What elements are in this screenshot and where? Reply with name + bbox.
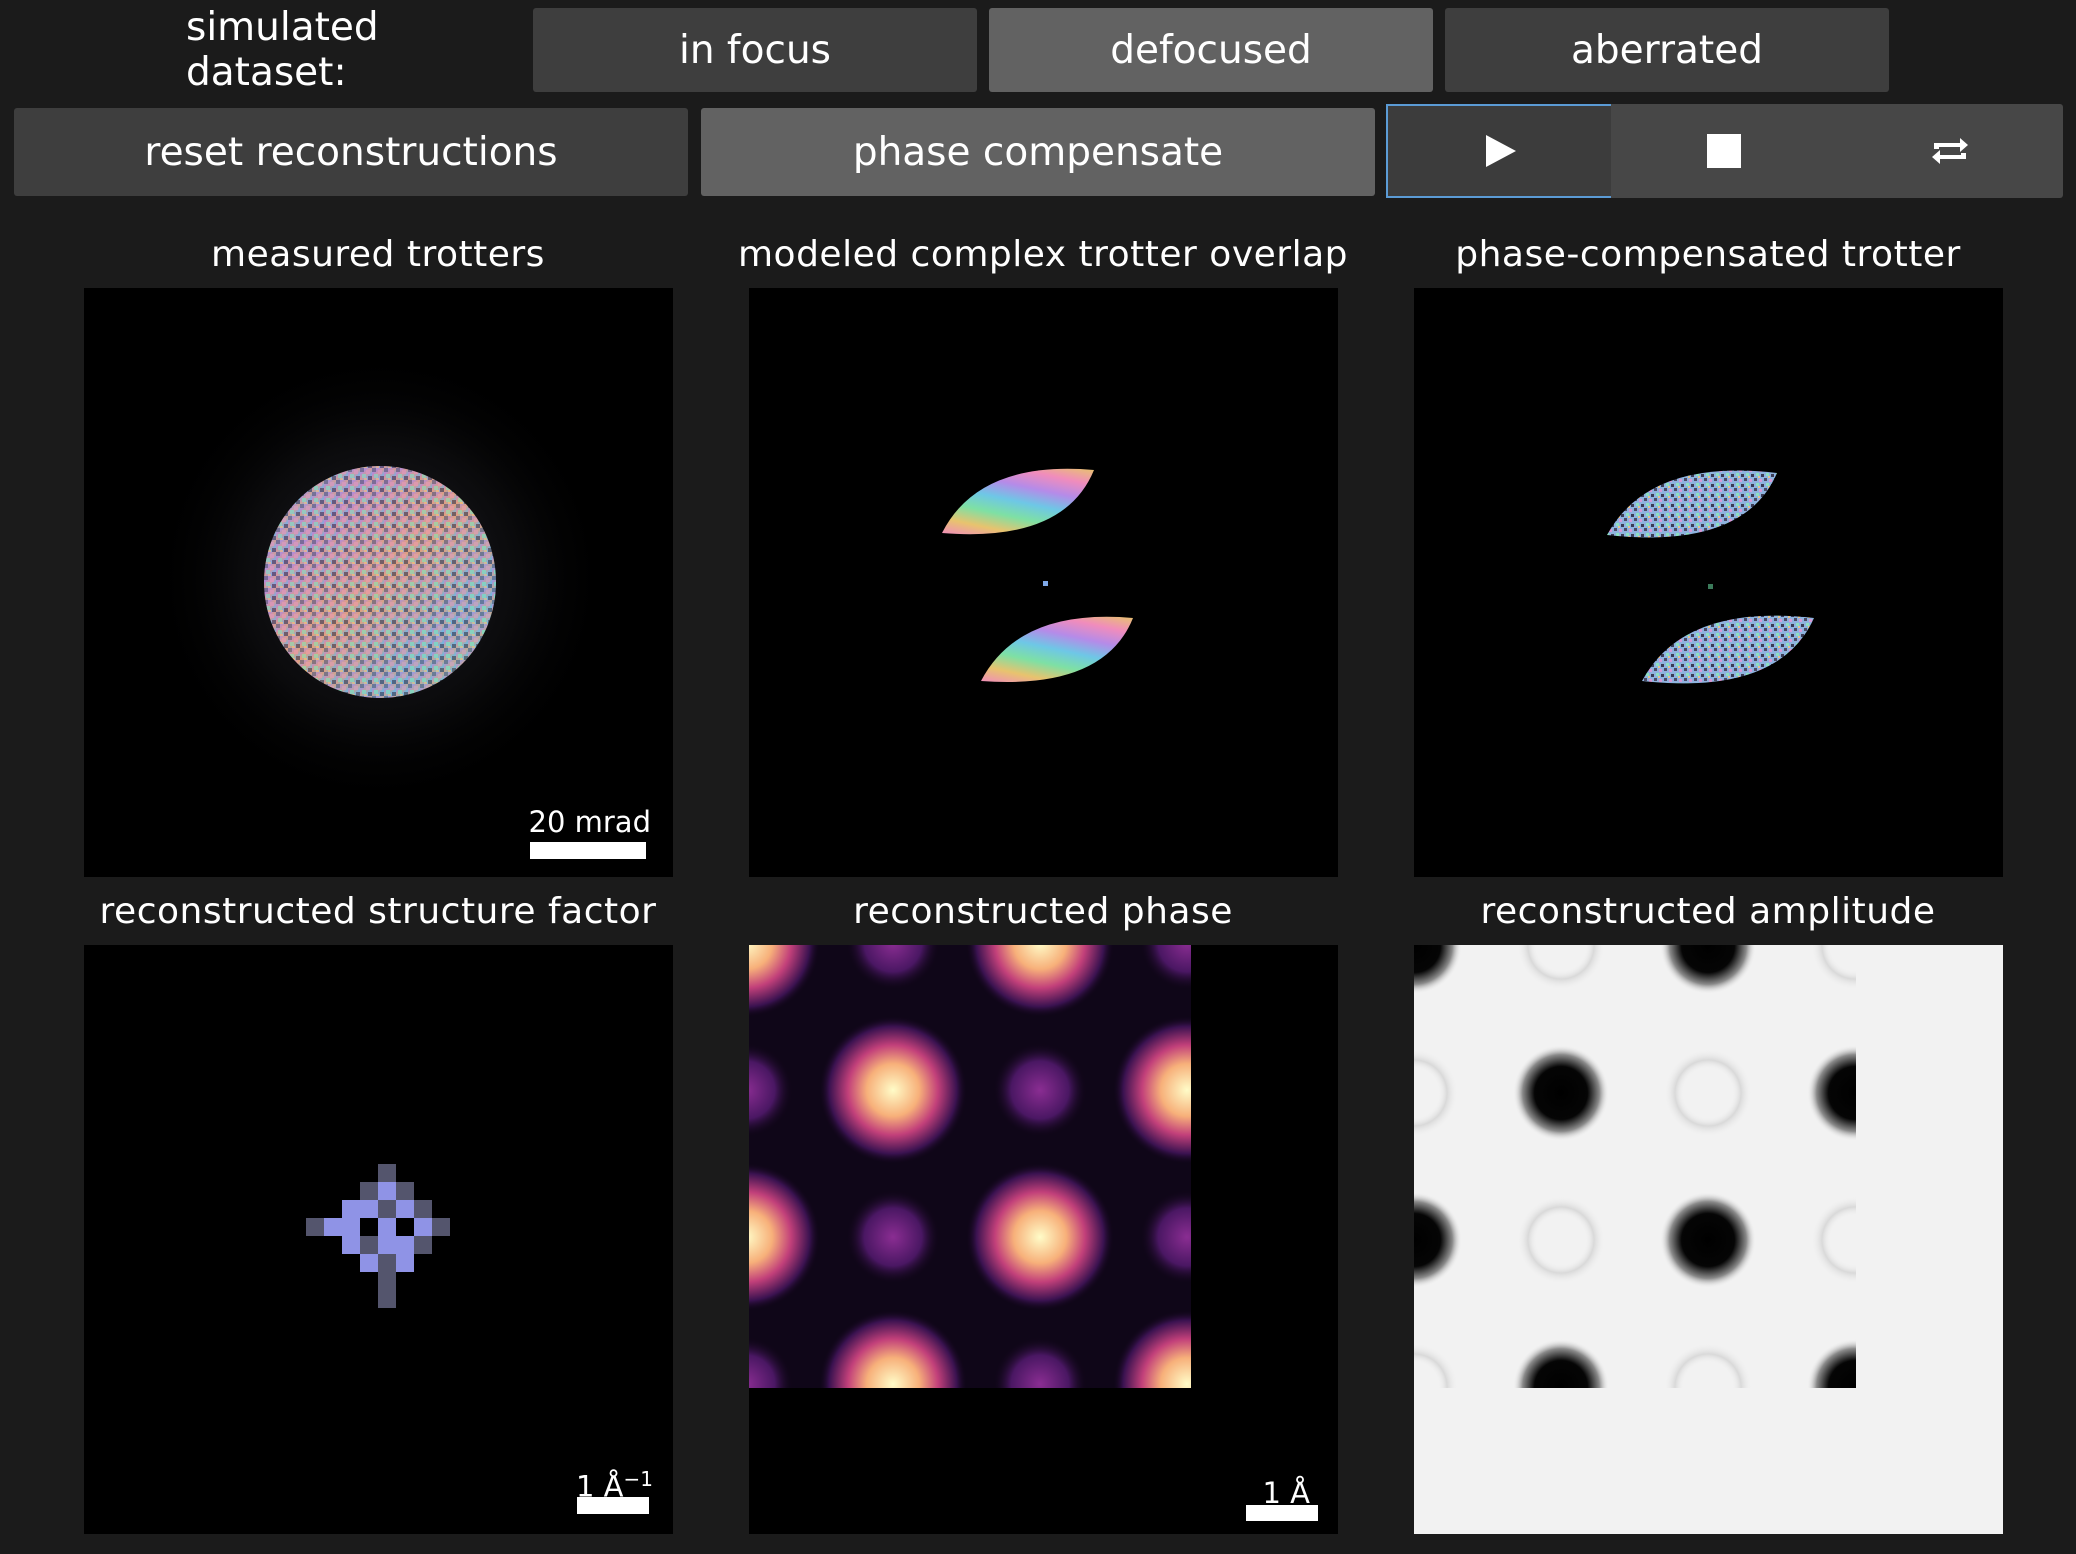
stop-button[interactable]	[1611, 104, 1837, 198]
loop-button[interactable]	[1837, 104, 2063, 198]
scale-bar	[530, 842, 646, 859]
aberrated-button[interactable]: aberrated	[1445, 8, 1889, 92]
measured-trotters-title: measured trotters	[28, 234, 728, 275]
reset-reconstructions-button[interactable]: reset reconstructions	[14, 108, 688, 196]
scale-bar-label: 1 Å	[1262, 1476, 1310, 1510]
stop-icon	[1707, 134, 1741, 168]
modeled-overlap-title: modeled complex trotter overlap	[693, 234, 1393, 275]
amplitude-title: reconstructed amplitude	[1358, 891, 2058, 932]
playback-controls	[1386, 104, 2063, 198]
modeled-overlap-image	[749, 288, 1338, 877]
phase-title: reconstructed phase	[693, 891, 1393, 932]
structure-factor-image: 1 Å−1	[84, 945, 673, 1534]
phase-image: 1 Å	[749, 945, 1338, 1534]
structure-factor-title: reconstructed structure factor	[28, 891, 728, 932]
play-icon	[1482, 133, 1518, 169]
amplitude-image	[1414, 945, 2003, 1534]
play-button[interactable]	[1386, 104, 1611, 198]
compensated-trotter-title: phase-compensated trotter	[1358, 234, 2058, 275]
loop-icon	[1928, 135, 1972, 167]
dataset-label: simulated dataset:	[186, 8, 526, 92]
phase-compensate-button[interactable]: phase compensate	[701, 108, 1375, 196]
measured-trotters-image: 20 mrad	[84, 288, 673, 877]
scale-bar-label: 20 mrad	[529, 805, 651, 839]
compensated-trotter-image	[1414, 288, 2003, 877]
in-focus-button[interactable]: in focus	[533, 8, 977, 92]
scale-bar-label: 1 Å−1	[576, 1467, 653, 1504]
defocused-button[interactable]: defocused	[989, 8, 1433, 92]
